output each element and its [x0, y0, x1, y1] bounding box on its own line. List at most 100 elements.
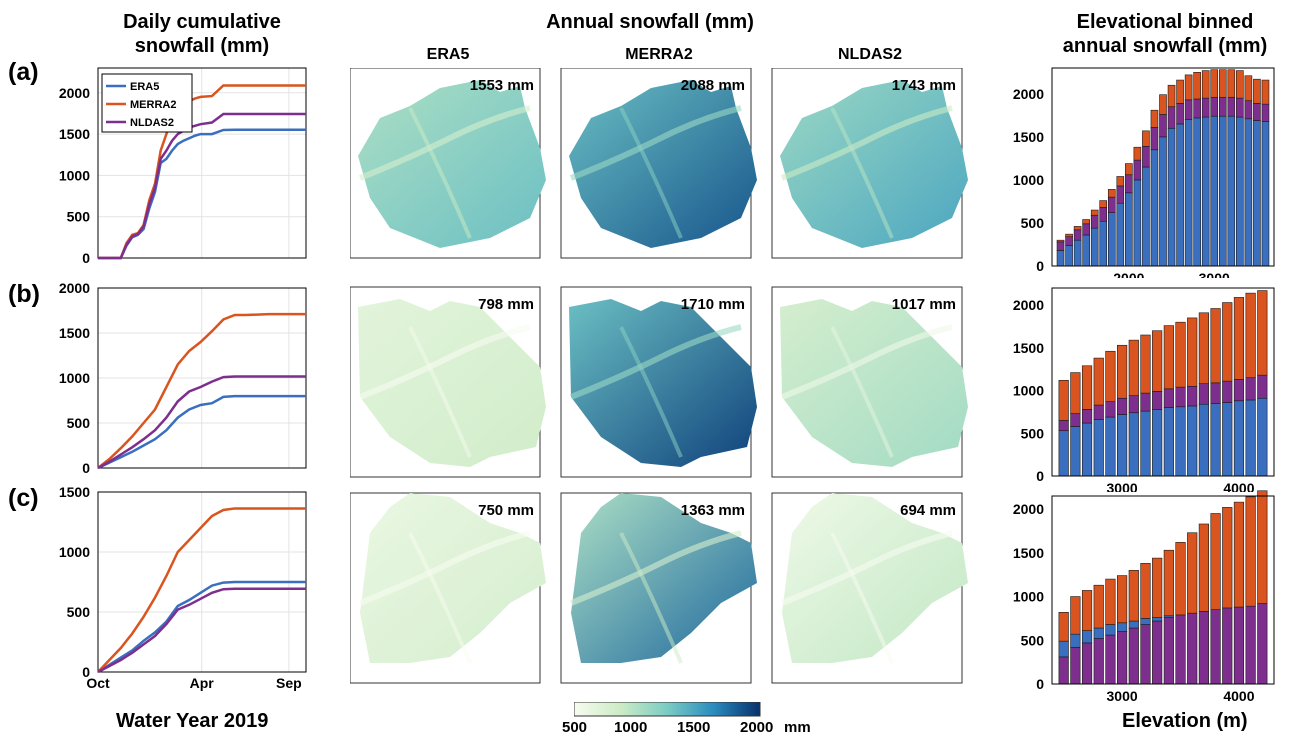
map-panel-b-era5: 798 mm	[350, 286, 546, 478]
ytick-label: 2000	[1013, 297, 1044, 313]
ytick-label: 1500	[1013, 129, 1044, 145]
elevation-chart-b: 0 500 1000 1500 2000 3000 4000	[1013, 287, 1275, 492]
plot-frame	[1051, 495, 1275, 685]
bar-nldas2	[1193, 98, 1201, 119]
valley-streak	[830, 107, 894, 239]
bar-era5	[1222, 402, 1233, 477]
header-left-line1: Daily cumulative	[123, 11, 281, 33]
ytick-label: 1000	[1013, 589, 1044, 605]
bar-nldas2	[1116, 185, 1125, 204]
bar-merra2	[1117, 344, 1128, 399]
bar-merra2	[1210, 308, 1221, 384]
bar-merra2	[1093, 357, 1104, 406]
xtick-label: 3000	[1107, 688, 1138, 702]
bar-nldas2	[1117, 397, 1128, 415]
bar-nldas2	[1159, 114, 1167, 138]
bar-nldas2	[1253, 102, 1261, 121]
series-line-merra2	[97, 507, 306, 673]
bar-era5	[1176, 123, 1184, 267]
colorbar-tick-1000: 1000	[614, 719, 648, 736]
bar-nldas2	[1073, 229, 1082, 241]
bar-era5	[1210, 403, 1221, 477]
bar-merra2	[1167, 84, 1176, 108]
ytick-label: 0	[1036, 468, 1044, 484]
bar-merra2	[1090, 209, 1099, 216]
map-panel-b-merra2: 1710 mm	[560, 286, 757, 478]
bar-era5	[1070, 633, 1081, 648]
header-right-line2: annual snowfall (mm)	[1062, 35, 1268, 57]
bar-merra2	[1152, 330, 1163, 392]
bar-merra2	[1233, 297, 1245, 380]
bar-nldas2	[1125, 174, 1133, 194]
bar-merra2	[1175, 542, 1186, 616]
bar-nldas2	[1070, 646, 1081, 685]
bar-era5	[1105, 624, 1116, 636]
bar-era5	[1105, 416, 1116, 477]
bar-nldas2	[1210, 382, 1221, 404]
series-line-era5	[97, 580, 306, 674]
plot-frame	[97, 287, 307, 469]
bar-nldas2	[1257, 603, 1268, 685]
row-label-a: (a)	[8, 58, 39, 86]
bar-nldas2	[1244, 100, 1253, 120]
bar-nldas2	[1133, 159, 1142, 181]
bar-merra2	[1187, 317, 1198, 387]
bar-era5	[1107, 212, 1116, 267]
map-col-nldas2: NLDAS2	[837, 46, 902, 63]
bar-merra2	[1210, 69, 1219, 98]
bar-era5	[1093, 627, 1104, 639]
bar-merra2	[1198, 312, 1209, 385]
ytick-label: 1500	[59, 325, 90, 341]
map-panel-a-era5: 1553 mm	[350, 68, 546, 259]
bar-nldas2	[1150, 127, 1159, 151]
bar-nldas2	[1142, 146, 1150, 168]
ytick-label: 1500	[59, 126, 90, 142]
valley-streak	[569, 105, 742, 181]
bar-merra2	[1187, 532, 1198, 614]
bar-nldas2	[1140, 624, 1151, 685]
bar-nldas2	[1236, 97, 1244, 118]
colorbar-unit: mm	[784, 719, 811, 736]
xtick-label: 3000	[1107, 480, 1138, 492]
bar-merra2	[1099, 200, 1108, 208]
bar-era5	[1140, 618, 1151, 625]
basin-shape	[569, 299, 757, 467]
ytick-label: 1000	[59, 167, 90, 183]
ytick-label: 1500	[1013, 340, 1044, 356]
map-col-merra2: MERRA2	[625, 46, 693, 63]
bar-merra2	[1140, 563, 1151, 619]
bar-era5	[1167, 127, 1176, 267]
bar-merra2	[1222, 507, 1233, 609]
bar-merra2	[1244, 75, 1253, 102]
valley-streak	[619, 326, 683, 458]
ytick-label: 2000	[59, 85, 90, 101]
bar-merra2	[1058, 379, 1069, 421]
bar-nldas2	[1107, 196, 1116, 213]
bar-merra2	[1198, 523, 1209, 612]
map-total-label: 1017 mm	[892, 296, 956, 313]
bar-merra2	[1065, 233, 1073, 238]
bar-era5	[1257, 397, 1268, 477]
ytick-label: 1000	[1013, 383, 1044, 399]
bar-nldas2	[1058, 656, 1069, 685]
bar-merra2	[1082, 219, 1090, 225]
xtick-label: Sep	[276, 675, 302, 691]
valley-streak	[780, 530, 953, 606]
bar-merra2	[1117, 575, 1128, 624]
valley-streak	[408, 107, 472, 239]
bar-merra2	[1218, 69, 1227, 98]
ytick-label: 2000	[1013, 501, 1044, 517]
elevation-chart-a: 0 500 1000 1500 2000 2000 3000	[1013, 67, 1275, 278]
map-panel-c-merra2: 1363 mm	[560, 492, 757, 684]
bar-nldas2	[1081, 642, 1093, 685]
bar-merra2	[1093, 584, 1104, 629]
ytick-label: 1500	[1013, 545, 1044, 561]
bar-era5	[1117, 622, 1128, 632]
map-panel-b-nldas2: 1017 mm	[771, 286, 968, 478]
bar-nldas2	[1198, 611, 1209, 685]
xtick-label: 3000	[1199, 270, 1230, 278]
bar-merra2	[1175, 321, 1186, 388]
bar-era5	[1198, 403, 1209, 477]
series-line-nldas2	[97, 587, 306, 674]
bar-merra2	[1163, 325, 1174, 390]
